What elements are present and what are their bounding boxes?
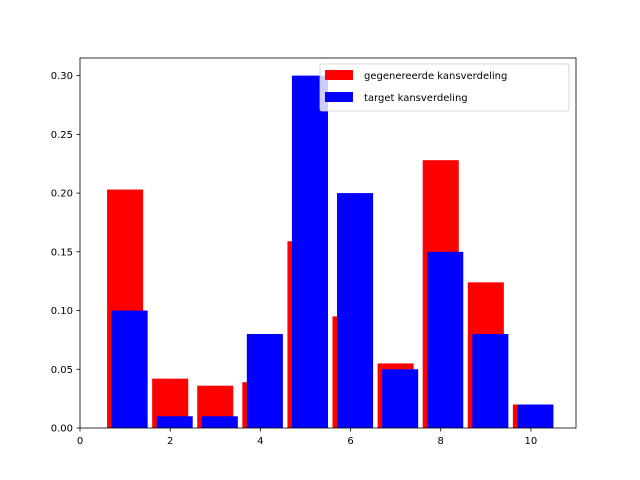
bar-target-3: [201, 416, 238, 428]
legend-label: gegenereerde kansverdeling: [364, 71, 507, 82]
legend-box: [319, 63, 570, 112]
legend-swatch: [325, 70, 353, 80]
bar-target-9: [472, 334, 509, 428]
bar-target-1: [111, 310, 148, 428]
x-tick-label: 10: [525, 436, 538, 447]
y-tick-label: 0.05: [51, 365, 73, 376]
x-axis: 0 2 4 6 8 10: [77, 428, 537, 447]
bar-target-5: [291, 75, 328, 428]
bar-target-6: [337, 193, 374, 428]
bar-target-10: [517, 404, 554, 428]
x-tick-label: 4: [257, 436, 263, 447]
bar-target-8: [427, 251, 464, 428]
x-tick-label: 6: [347, 436, 353, 447]
bar-target-2: [156, 416, 193, 428]
y-tick-label: 0.25: [51, 130, 73, 141]
x-tick-label: 0: [77, 436, 83, 447]
x-tick-label: 8: [438, 436, 444, 447]
y-tick-label: 0.10: [51, 306, 73, 317]
legend-label: target kansverdeling: [364, 93, 468, 104]
y-tick-label: 0.30: [51, 71, 73, 82]
legend-swatch: [325, 92, 353, 102]
x-tick-label: 2: [167, 436, 173, 447]
bars-layer: [107, 75, 554, 428]
legend: gegenereerde kansverdeling target kansver…: [319, 63, 570, 112]
plot-frame: [79, 57, 577, 429]
y-tick-label: 0.00: [51, 424, 73, 435]
y-tick-label: 0.20: [51, 189, 73, 200]
bar-target-4: [246, 334, 283, 428]
y-tick-label: 0.15: [51, 247, 73, 258]
bar-target-7: [382, 369, 419, 428]
y-axis: 0.00 0.05 0.10 0.15 0.20 0.25 0.30: [51, 71, 80, 435]
